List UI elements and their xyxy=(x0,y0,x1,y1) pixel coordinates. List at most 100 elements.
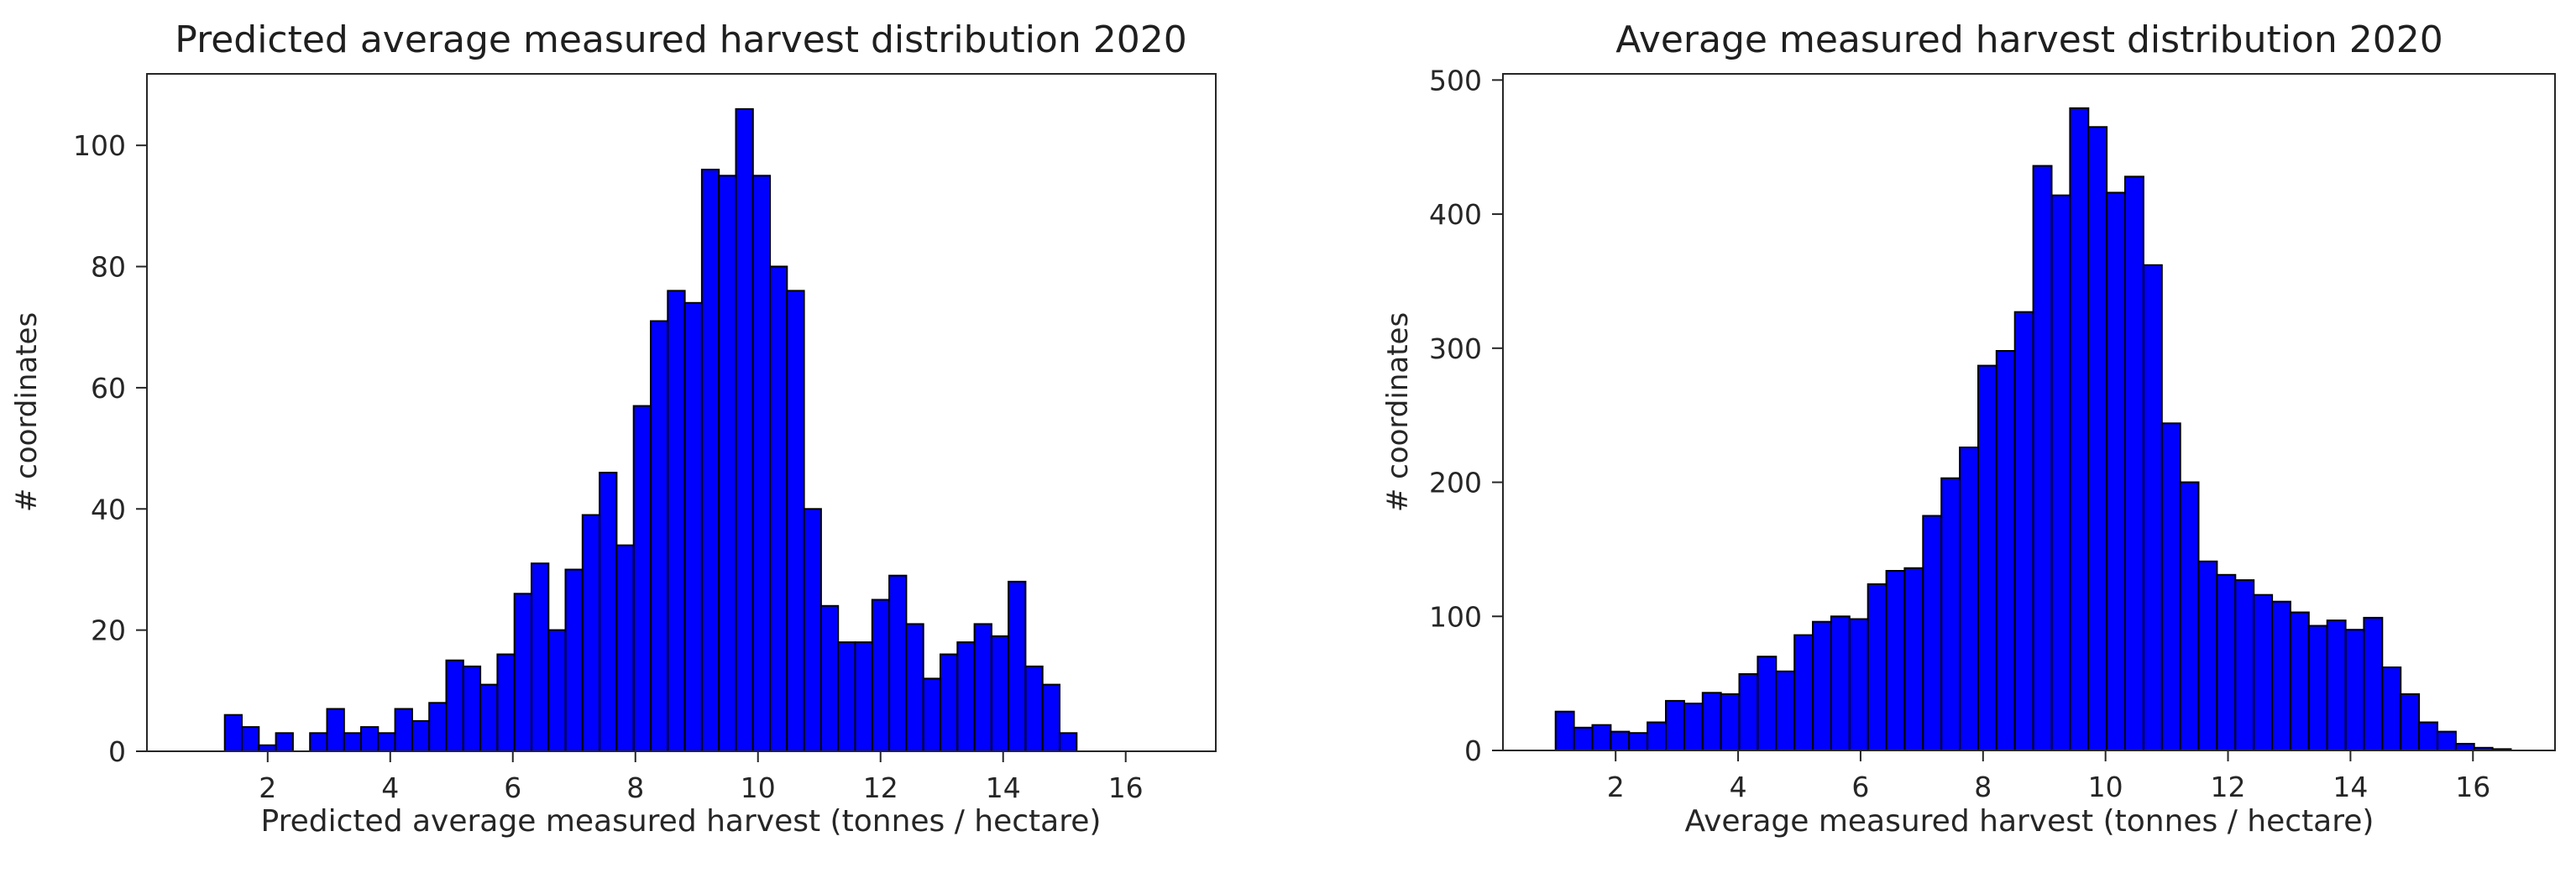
left-histogram-bar xyxy=(905,623,924,753)
left-histogram-bar xyxy=(547,629,567,752)
right-x-tick-label: 14 xyxy=(2333,771,2368,803)
left-histogram-bar xyxy=(462,665,482,753)
left-y-tick-label: 100 xyxy=(73,129,126,162)
right-histogram-bar xyxy=(1701,692,1722,751)
right-histogram-bar xyxy=(1977,364,1997,751)
right-chart-y-axis-label: # coordinates xyxy=(1381,311,1415,513)
left-histogram-bar xyxy=(751,175,772,753)
left-x-tick-label: 12 xyxy=(863,771,898,804)
right-x-tick-label: 10 xyxy=(2088,771,2123,803)
right-y-tick-label: 400 xyxy=(1429,198,1482,231)
right-histogram-bar xyxy=(2253,593,2274,752)
right-x-tick-label: 8 xyxy=(1974,771,1992,803)
right-histogram-bar xyxy=(1959,447,1980,751)
right-chart-title: Average measured harvest distribution 20… xyxy=(1615,18,2443,61)
right-x-tick-label: 2 xyxy=(1607,771,1625,803)
right-y-tick-label: 500 xyxy=(1429,64,1482,97)
right-histogram-bar xyxy=(1738,673,1759,751)
left-histogram-bar xyxy=(1041,683,1060,752)
right-histogram-bar xyxy=(1628,732,1649,752)
right-histogram-bar xyxy=(1720,693,1741,752)
left-histogram-bar xyxy=(683,301,703,752)
left-histogram-bar xyxy=(803,508,822,752)
left-histogram-bar xyxy=(445,659,464,753)
right-histogram-bar xyxy=(1885,570,1906,751)
right-histogram-bar xyxy=(1812,620,1832,752)
right-y-tick-label: 0 xyxy=(1464,734,1482,767)
right-histogram-bar xyxy=(2087,126,2108,752)
left-histogram-bar xyxy=(854,641,873,752)
left-histogram-bar xyxy=(258,744,277,752)
right-histogram-bar xyxy=(2437,730,2457,751)
left-x-tick-label: 10 xyxy=(741,771,776,804)
right-histogram-bar xyxy=(1995,350,2016,751)
left-chart-title: Predicted average measured harvest distr… xyxy=(175,18,1187,61)
left-histogram-bar xyxy=(615,544,635,752)
left-y-tick-label: 0 xyxy=(108,735,126,768)
right-histogram-bar xyxy=(2271,600,2291,752)
right-histogram-bar xyxy=(2307,625,2328,751)
left-histogram-bar xyxy=(990,635,1010,753)
left-x-tick-label: 14 xyxy=(986,771,1021,804)
left-histogram-bar xyxy=(769,265,788,752)
left-chart-x-axis-label: Predicted average measured harvest (tonn… xyxy=(260,804,1102,839)
right-y-tick-label: 300 xyxy=(1429,332,1482,365)
left-histogram-bar xyxy=(377,732,396,752)
right-y-tick-label: 100 xyxy=(1429,600,1482,633)
left-histogram-bar xyxy=(564,568,584,752)
left-histogram-bar xyxy=(786,290,805,752)
right-histogram-bar xyxy=(2179,481,2200,751)
left-y-tick-label: 60 xyxy=(91,372,126,405)
right-histogram-bar xyxy=(1775,670,1796,751)
left-histogram-bar xyxy=(956,641,976,752)
left-x-tick-label: 2 xyxy=(259,771,276,804)
right-histogram-bar xyxy=(2234,579,2255,751)
left-histogram-bar xyxy=(411,719,431,753)
right-x-tick-label: 6 xyxy=(1851,771,1869,803)
right-x-tick-label: 12 xyxy=(2211,771,2246,803)
left-histogram-bar xyxy=(496,653,516,752)
left-histogram-bar xyxy=(394,708,413,752)
left-histogram-bar xyxy=(360,726,380,752)
right-histogram-bar xyxy=(2160,422,2181,751)
left-histogram-bar xyxy=(718,175,737,753)
right-histogram-bar xyxy=(1757,656,1778,752)
left-x-tick-label: 4 xyxy=(381,771,399,804)
left-histogram-bar xyxy=(241,726,260,752)
left-histogram-bar xyxy=(326,708,345,752)
right-histogram-bar xyxy=(2381,667,2402,751)
left-histogram-bar xyxy=(871,599,891,752)
left-histogram-bar xyxy=(837,641,856,752)
right-histogram-bar xyxy=(1848,618,1869,751)
right-histogram-bar xyxy=(1940,477,1961,751)
left-histogram-bar xyxy=(1024,665,1044,753)
left-histogram-bar xyxy=(973,623,992,753)
left-histogram-bar xyxy=(275,732,294,752)
left-y-tick-label: 80 xyxy=(91,251,126,284)
right-histogram-bar xyxy=(2142,264,2163,751)
right-histogram-bar xyxy=(1683,703,1704,751)
right-histogram-bar xyxy=(2106,191,2127,751)
right-histogram-bar xyxy=(2344,629,2365,752)
right-histogram-bar xyxy=(2289,611,2310,751)
right-histogram-bar xyxy=(2418,721,2439,751)
left-x-tick-label: 16 xyxy=(1108,771,1144,804)
right-histogram-bar xyxy=(1903,567,1924,751)
right-axes-frame xyxy=(1502,73,2556,751)
left-chart-y-axis-label: # coordinates xyxy=(10,311,44,513)
left-histogram-bar xyxy=(888,574,908,753)
left-histogram-bar xyxy=(819,604,840,752)
right-histogram-bar xyxy=(1591,724,1612,752)
left-histogram-bar xyxy=(531,562,550,753)
right-histogram-bar xyxy=(1867,583,1887,752)
left-y-tick-label: 40 xyxy=(91,493,126,525)
left-histogram-bar xyxy=(1059,732,1078,752)
left-x-tick-label: 6 xyxy=(504,771,521,804)
right-histogram-bar xyxy=(1922,515,1943,751)
left-histogram-bar xyxy=(581,514,601,752)
right-histogram-bar xyxy=(1647,721,1667,751)
right-histogram-bar xyxy=(2400,693,2421,752)
right-histogram-bar xyxy=(2216,573,2237,751)
right-histogram-bar xyxy=(2197,560,2218,751)
right-histogram-bar xyxy=(2069,107,2090,751)
